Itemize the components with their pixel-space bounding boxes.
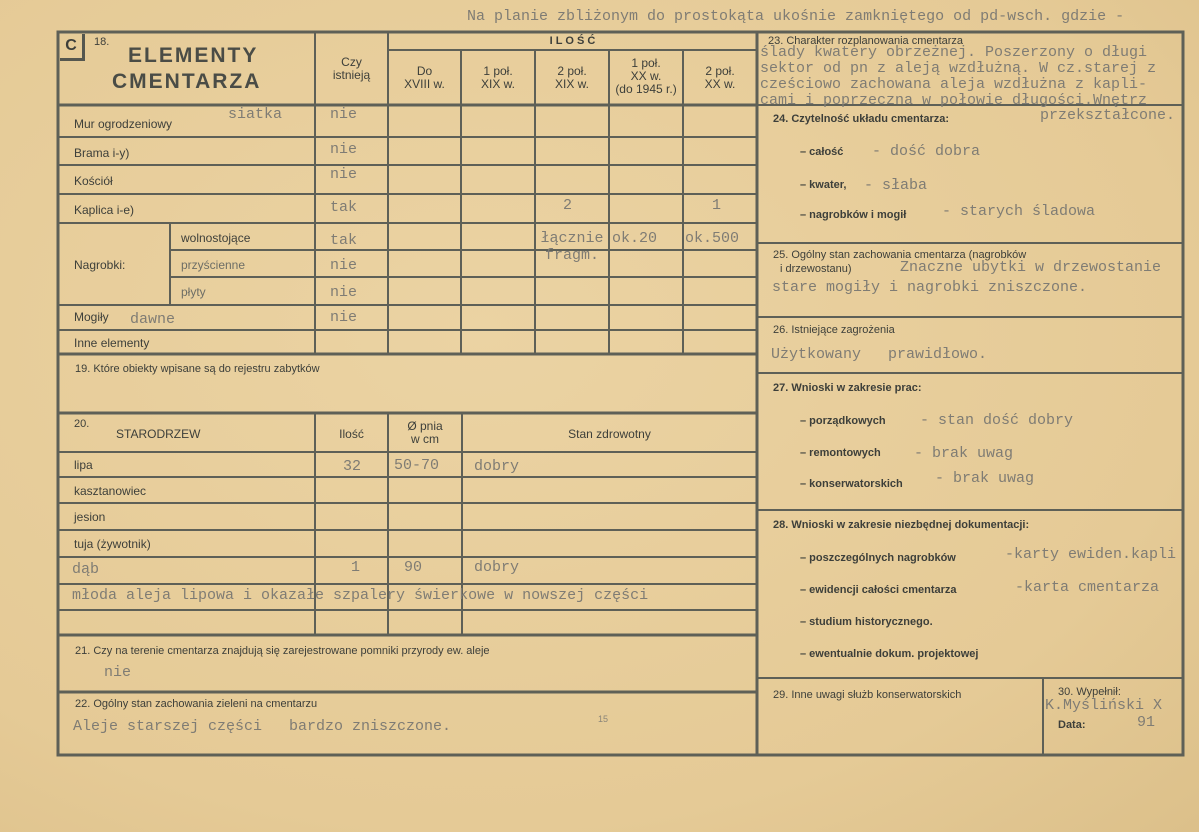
item-label: – remontowych: [800, 447, 881, 459]
section-25-value: Znaczne ubytki w drzewostanie: [900, 259, 1162, 276]
item-value: - brak uwag: [914, 445, 1014, 462]
section-27-label: 27. Wnioski w zakresie prac:: [773, 382, 922, 394]
row-label: wolnostojące: [181, 231, 251, 245]
section-20-number: 20.: [74, 418, 90, 430]
period-header: 1 poł. XX w. (do 1945 r.): [615, 56, 677, 96]
row-note: siatka: [228, 106, 283, 123]
row-value: 1: [712, 197, 722, 214]
header-typed-note: Na planie zbliżonym do prostokąta ukośni…: [467, 8, 1125, 25]
section-22-value: Aleje starszej części bardzo zniszczone.: [73, 718, 452, 735]
page-mark: 15: [598, 714, 609, 724]
filled-by-value: K.Myśliński X: [1045, 697, 1163, 714]
date-value: 91: [1137, 714, 1156, 731]
section-23-label: 23. Charakter rozplanowania cmentarza: [768, 35, 964, 47]
item-label: – kwater,: [800, 179, 847, 191]
section-18-title-1: ELEMENTY: [128, 44, 259, 67]
row-value: ok.20: [612, 230, 658, 247]
row-value: 2: [563, 197, 573, 214]
species-label: jesion: [74, 510, 106, 524]
period-header: 1 poł. XIX w.: [480, 64, 515, 91]
date-label: Data:: [1058, 719, 1086, 731]
item-value: - starych śladowa: [942, 203, 1096, 220]
col-count-header: Ilość: [339, 427, 364, 441]
row-note: dawne: [130, 311, 176, 328]
section-29-label: 29. Inne uwagi służb konserwatorskich: [773, 689, 962, 701]
item-value: - dość dobra: [872, 143, 981, 160]
section-30-label: 30. Wypełnił:: [1058, 686, 1121, 698]
item-label: – ewidencji całości cmentarza: [800, 584, 957, 596]
section-25-value-2: stare mogiły i nagrobki zniszczone.: [772, 279, 1088, 296]
row-label: Mogiły: [74, 310, 109, 324]
row-value: ok.500: [685, 230, 740, 247]
row-label: Kościół: [74, 174, 113, 188]
nagrobki-group-label: Nagrobki:: [74, 258, 126, 272]
item-label: – poszczególnych nagrobków: [800, 552, 956, 564]
section-23-line: cześciowo zachowana aleja wzdłużna z kap…: [760, 76, 1148, 93]
item-value: - słaba: [864, 177, 928, 194]
section-21-value: nie: [104, 664, 132, 681]
row-exists: nie: [330, 284, 358, 301]
period-header: 2 poł. XX w.: [704, 64, 736, 91]
tree-diameter: 90: [404, 559, 423, 576]
row-label: płyty: [181, 285, 206, 299]
row-exists: nie: [330, 309, 358, 326]
species-label: dąb: [72, 561, 100, 578]
tree-health: dobry: [474, 559, 520, 576]
row-exists: nie: [330, 141, 358, 158]
ilosc-header: I L O Ś Ć: [549, 35, 596, 47]
row-label: przyścienne: [181, 258, 246, 272]
section-23-line: ślady kwatery obrzeżnej. Poszerzony o dł…: [760, 44, 1148, 61]
section-25-label: 25. Ogólny stan zachowania cmentarza (na…: [773, 249, 1027, 261]
row-exists: nie: [330, 106, 358, 123]
row-exists: tak: [330, 199, 358, 216]
species-label: lipa: [74, 458, 93, 472]
row-value: łącznie fragm.: [540, 230, 604, 264]
section-23-line: cami i poprzeczna w połowie długości.Wnę…: [760, 92, 1148, 109]
section-26-label: 26. Istniejące zagrożenia: [773, 324, 895, 336]
section-23-line: sektor od pn z aleją wzdłużną. W cz.star…: [760, 60, 1157, 77]
section-21-label: 21. Czy na terenie cmentarza znajdują si…: [75, 645, 490, 657]
row-label: Inne elementy: [74, 336, 150, 350]
section-25-label-2: i drzewostanu): [780, 263, 852, 275]
tree-count: 32: [343, 458, 362, 475]
section-24-label: 24. Czytelność układu cmentarza:: [773, 113, 950, 125]
item-label: – konserwatorskich: [800, 478, 903, 490]
item-value: -karty ewiden.kapli: [1005, 546, 1177, 563]
section-22-label: 22. Ogólny stan zachowania zieleni na cm…: [75, 698, 318, 710]
item-label: – porządkowych: [800, 415, 886, 427]
row-exists: nie: [330, 257, 358, 274]
col-diameter-header: Ø pnia w cm: [407, 419, 443, 446]
col-health-header: Stan zdrowotny: [568, 427, 651, 441]
period-header: Do XVIII w.: [404, 64, 445, 91]
tree-health: dobry: [474, 458, 520, 475]
section-26-value: Użytkowany prawidłowo.: [771, 346, 988, 363]
item-label: – ewentualnie dokum. projektowej: [800, 648, 979, 660]
section-letter: C: [60, 34, 85, 61]
section-18-title-2: CMENTARZA: [112, 70, 262, 93]
section-18-number: 18.: [94, 36, 110, 48]
col-exists-header: Czy istnieją: [332, 55, 371, 82]
starodrzew-note: młoda aleja lipowa i okazałe szpalery św…: [72, 587, 649, 604]
item-label: – studium historycznego.: [800, 616, 933, 628]
item-value: - brak uwag: [935, 470, 1035, 487]
section-28-label: 28. Wnioski w zakresie niezbędnej dokume…: [773, 519, 1030, 531]
item-value: -karta cmentarza: [1015, 579, 1160, 596]
row-label: Mur ogrodzeniowy: [74, 117, 173, 131]
tree-count: 1: [351, 559, 361, 576]
species-label: kasztanowiec: [74, 484, 147, 498]
tree-diameter: 50-70: [394, 457, 440, 474]
item-value: - stan dość dobry: [920, 412, 1074, 429]
item-label: – całość: [800, 146, 844, 158]
species-label: tuja (żywotnik): [74, 537, 151, 551]
row-label: Brama i-y): [74, 146, 130, 160]
starodrzew-title: STARODRZEW: [116, 427, 201, 441]
row-exists: nie: [330, 166, 358, 183]
section-19-label: 19. Które obiekty wpisane są do rejestru…: [75, 363, 320, 375]
period-header: 2 poł. XIX w.: [554, 64, 589, 91]
item-label: – nagrobków i mogił: [800, 209, 907, 221]
row-exists: tak: [330, 232, 358, 249]
section-24-value: przekształcone.: [1040, 107, 1176, 124]
row-label: Kaplica i-e): [74, 203, 135, 217]
